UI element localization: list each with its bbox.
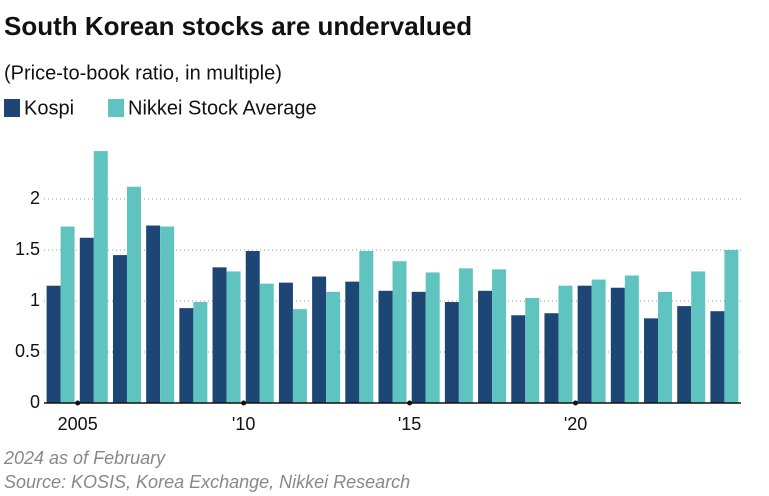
bar (478, 290, 493, 403)
bar (658, 291, 673, 403)
bar (259, 283, 274, 403)
bar (292, 309, 307, 403)
legend-swatch (4, 99, 20, 117)
note: 2024 as of February (3, 448, 166, 468)
bar (312, 276, 327, 403)
legend-swatch (108, 99, 125, 117)
bar (511, 315, 526, 403)
source: Source: KOSIS, Korea Exchange, Nikkei Re… (4, 472, 410, 492)
bar (278, 282, 293, 403)
x-tick-label: '15 (398, 414, 421, 434)
bar (624, 275, 639, 403)
y-tick-label: 0.5 (15, 341, 40, 361)
x-tick-label: 2005 (58, 414, 98, 434)
bar (577, 285, 592, 403)
bar (326, 291, 341, 403)
bar (392, 261, 407, 403)
bar (359, 251, 374, 403)
bar (458, 268, 473, 403)
bar (644, 318, 659, 403)
x-tick-label: '20 (564, 414, 587, 434)
bar (525, 297, 540, 403)
bar (146, 225, 161, 403)
bar (444, 302, 459, 403)
y-tick-label: 2 (30, 188, 40, 208)
bar (677, 306, 692, 403)
bar (112, 255, 127, 403)
bar (710, 311, 725, 403)
bar (378, 290, 393, 403)
bar (544, 313, 559, 403)
bar (179, 308, 194, 403)
bar (245, 251, 260, 403)
chart-subtitle: (Price-to-book ratio, in multiple) (4, 62, 282, 84)
y-tick-label: 1.5 (15, 239, 40, 259)
bar (46, 285, 61, 403)
bar (610, 287, 625, 403)
bar (93, 151, 108, 403)
bar (226, 271, 241, 403)
bar (411, 291, 426, 403)
bar (212, 267, 227, 403)
bar (160, 226, 175, 403)
bar (558, 285, 573, 403)
x-tick-label: '10 (232, 414, 255, 434)
bar (60, 226, 75, 403)
y-tick-label: 0 (30, 392, 40, 412)
bar (126, 186, 141, 403)
bar (345, 281, 360, 403)
bar (79, 237, 94, 403)
bar (724, 250, 739, 403)
legend-label: Nikkei Stock Average (128, 97, 317, 119)
bar (193, 302, 208, 403)
bar (691, 271, 706, 403)
bar (425, 272, 440, 403)
chart-title: South Korean stocks are undervalued (4, 11, 472, 41)
y-tick-label: 1 (30, 290, 40, 310)
bar (591, 279, 606, 403)
legend-label: Kospi (24, 97, 74, 119)
bar (492, 269, 507, 403)
